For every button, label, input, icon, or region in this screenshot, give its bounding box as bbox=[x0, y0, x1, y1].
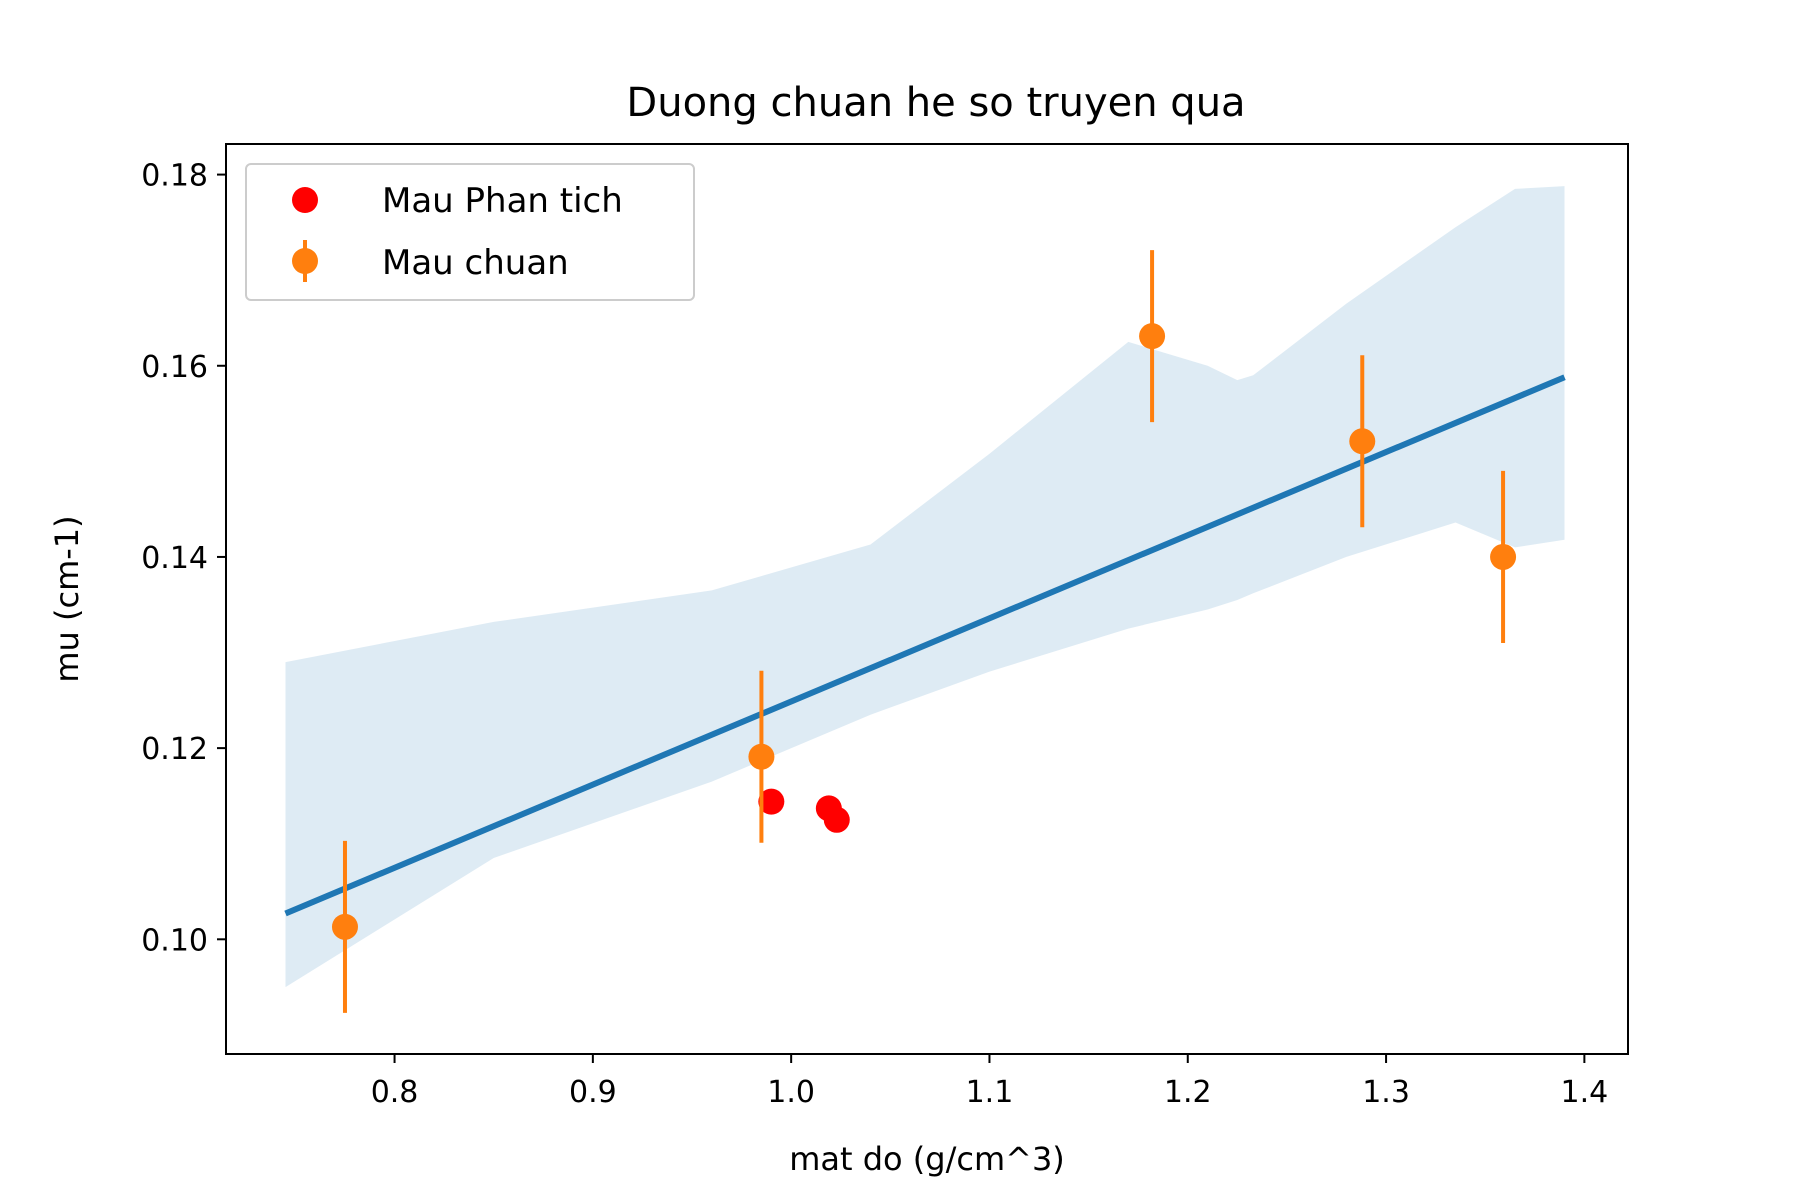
regression-line bbox=[284, 374, 1566, 917]
data-point-layer bbox=[331, 250, 1517, 1013]
y-tick-label: 0.10 bbox=[141, 923, 208, 958]
data-point-mau-chuan bbox=[1490, 543, 1517, 570]
legend-marker-mau-chuan bbox=[292, 248, 318, 274]
chart-title: Duong chuan he so truyen qua bbox=[626, 80, 1245, 126]
data-point-mau-phan-tich bbox=[758, 788, 785, 815]
legend-label-mau-phan-tich: Mau Phan tich bbox=[382, 181, 623, 221]
confidence-band bbox=[285, 186, 1565, 988]
confidence-band-layer bbox=[285, 186, 1565, 988]
data-point-mau-chuan bbox=[748, 743, 775, 770]
plot-frame bbox=[225, 143, 1629, 1055]
y-tick-label: 0.16 bbox=[141, 350, 208, 385]
legend-label-mau-chuan: Mau chuan bbox=[382, 243, 569, 283]
legend: Mau Phan tich Mau chuan bbox=[245, 163, 695, 301]
x-tick-label: 0.9 bbox=[569, 1075, 617, 1110]
x-axis-label: mat do (g/cm^3) bbox=[789, 1140, 1065, 1178]
data-point-mau-chuan bbox=[1139, 323, 1166, 350]
data-point-mau-chuan bbox=[1349, 428, 1376, 455]
y-axis-label: mu (cm-1) bbox=[48, 515, 86, 682]
x-tick-label: 1.1 bbox=[966, 1075, 1014, 1110]
legend-marker-mau-phan-tich bbox=[292, 187, 318, 213]
x-axis-ticks: 0.8 0.9 1.0 1.1 1.2 1.3 1.4 bbox=[371, 1054, 1609, 1110]
y-tick-label: 0.18 bbox=[141, 159, 208, 194]
data-point-mau-chuan bbox=[331, 913, 358, 940]
legend-box bbox=[245, 163, 695, 301]
y-axis-ticks: 0.10 0.12 0.14 0.16 0.18 bbox=[141, 159, 226, 958]
x-tick-label: 1.3 bbox=[1362, 1075, 1410, 1110]
data-point-mau-phan-tich bbox=[823, 806, 850, 833]
regression-line-layer bbox=[284, 374, 1566, 917]
y-tick-label: 0.12 bbox=[141, 732, 208, 767]
x-tick-label: 1.2 bbox=[1164, 1075, 1212, 1110]
x-tick-label: 0.8 bbox=[371, 1075, 419, 1110]
y-tick-label: 0.14 bbox=[141, 541, 208, 576]
x-tick-label: 1.0 bbox=[767, 1075, 815, 1110]
x-tick-label: 1.4 bbox=[1561, 1075, 1609, 1110]
